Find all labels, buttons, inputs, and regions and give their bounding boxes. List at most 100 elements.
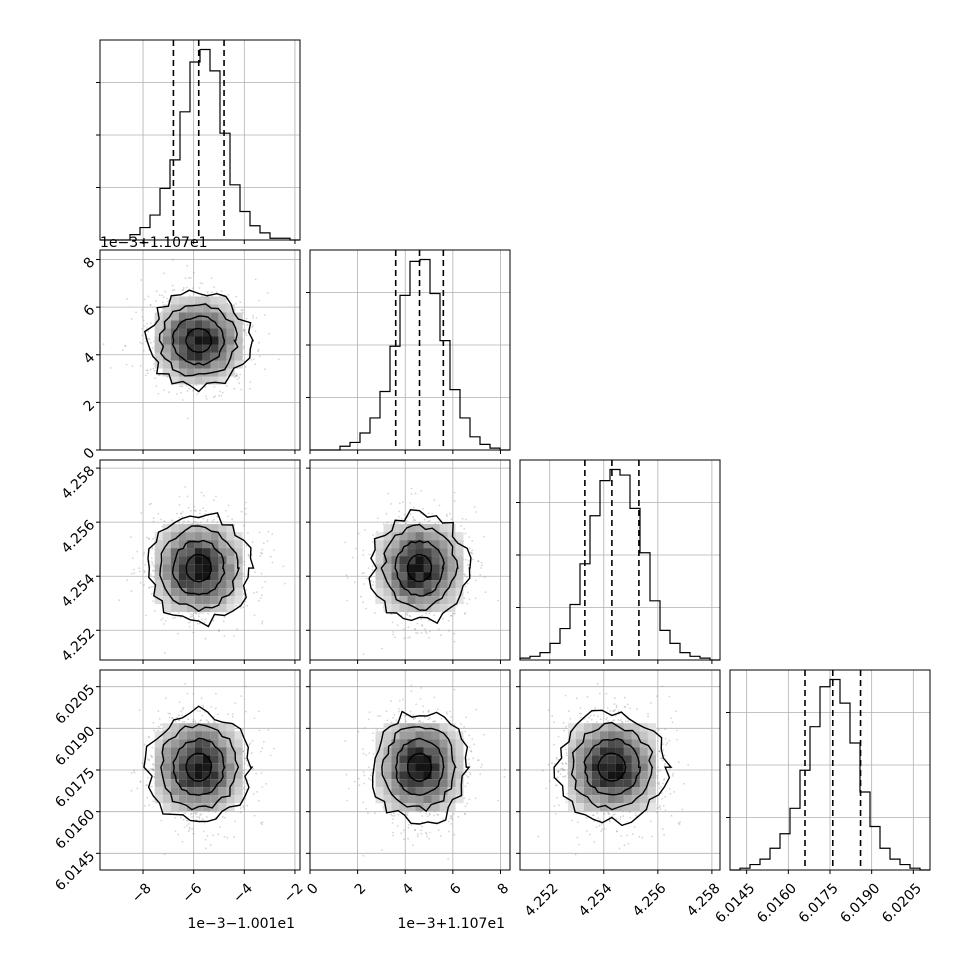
density-cell	[399, 564, 408, 573]
density-cell	[218, 312, 227, 321]
sample-point	[249, 381, 252, 383]
density-cell	[447, 548, 456, 557]
sample-point	[427, 520, 430, 523]
density-cell	[178, 376, 187, 385]
sample-point	[471, 539, 474, 542]
sample-point	[386, 521, 389, 524]
density-cell	[234, 328, 243, 337]
sample-point	[353, 581, 356, 583]
density-cell	[162, 352, 171, 361]
sample-point	[223, 835, 226, 838]
sample-point	[178, 385, 181, 388]
sample-point	[199, 281, 202, 284]
sample-point	[244, 365, 247, 368]
sample-point	[126, 579, 129, 582]
sample-point	[370, 579, 372, 582]
sample-point	[150, 593, 153, 595]
sample-point	[148, 759, 151, 761]
sample-point	[235, 374, 237, 377]
density-cell	[178, 572, 187, 581]
sample-point	[171, 289, 174, 292]
sample-point	[155, 290, 158, 293]
density-cell	[423, 532, 432, 541]
density-cell	[423, 564, 432, 573]
sample-point	[468, 536, 471, 538]
sample-point	[205, 719, 208, 722]
sample-point	[186, 417, 189, 420]
sample-point	[201, 818, 204, 820]
sample-point	[184, 812, 186, 815]
sample-point	[273, 549, 275, 551]
sample-point	[453, 500, 456, 503]
sample-point	[194, 509, 197, 512]
density-cell	[226, 556, 235, 565]
density-cell	[178, 556, 187, 565]
density-cell	[218, 320, 227, 329]
sample-point	[249, 387, 251, 390]
sample-point	[261, 823, 263, 826]
density-cell	[186, 739, 195, 748]
sample-point	[460, 525, 462, 527]
sample-point	[403, 513, 406, 516]
sample-point	[163, 853, 166, 856]
sample-point	[446, 515, 448, 518]
density-cell	[178, 336, 187, 345]
sample-point	[121, 349, 124, 351]
density-cell	[407, 580, 416, 589]
density-cell	[170, 296, 179, 305]
sample-point	[209, 844, 212, 847]
density-cell	[170, 803, 179, 812]
sample-point	[202, 517, 205, 520]
sample-point	[390, 503, 392, 505]
sample-point	[226, 303, 229, 305]
histogram-panel-1	[306, 249, 511, 454]
sample-point	[249, 742, 252, 744]
density-cell	[178, 320, 187, 329]
density-cell	[431, 564, 440, 573]
sample-point	[184, 486, 187, 488]
sample-point	[254, 571, 256, 573]
sample-point	[190, 277, 192, 279]
sample-point	[453, 491, 456, 494]
sample-point	[188, 276, 190, 279]
sample-point	[199, 710, 201, 713]
density-cell	[234, 352, 243, 361]
sample-point	[247, 555, 250, 557]
sample-point	[233, 836, 235, 838]
sample-point	[203, 494, 205, 497]
sample-point	[234, 820, 237, 823]
sample-point	[171, 258, 174, 261]
sample-point	[345, 574, 348, 577]
histogram-panel-2	[516, 459, 721, 664]
density-cell	[218, 336, 227, 345]
sample-point	[191, 614, 194, 616]
sample-point	[420, 490, 423, 492]
sample-point	[261, 586, 264, 589]
sample-point	[243, 563, 246, 566]
sample-point	[354, 547, 357, 550]
density-cell	[234, 360, 243, 369]
sample-point	[483, 535, 486, 538]
sample-point	[174, 616, 177, 619]
sample-point	[178, 701, 181, 704]
sample-point	[395, 521, 398, 524]
sample-point	[201, 282, 204, 285]
sample-point	[216, 521, 219, 524]
density-cell	[226, 755, 235, 764]
sample-point	[206, 520, 209, 522]
sample-point	[152, 722, 155, 724]
sample-point	[416, 622, 419, 625]
sample-point	[151, 746, 154, 749]
sample-point	[157, 710, 160, 713]
density-cell	[178, 795, 187, 804]
sample-point	[399, 502, 401, 505]
sample-point	[202, 704, 205, 707]
sample-point	[195, 612, 198, 615]
sample-point	[125, 363, 128, 366]
sample-point	[188, 828, 191, 831]
sample-point	[146, 776, 149, 779]
sample-point	[253, 614, 256, 617]
density-cell	[194, 763, 203, 772]
sample-point	[256, 791, 258, 793]
sample-point	[453, 632, 456, 635]
